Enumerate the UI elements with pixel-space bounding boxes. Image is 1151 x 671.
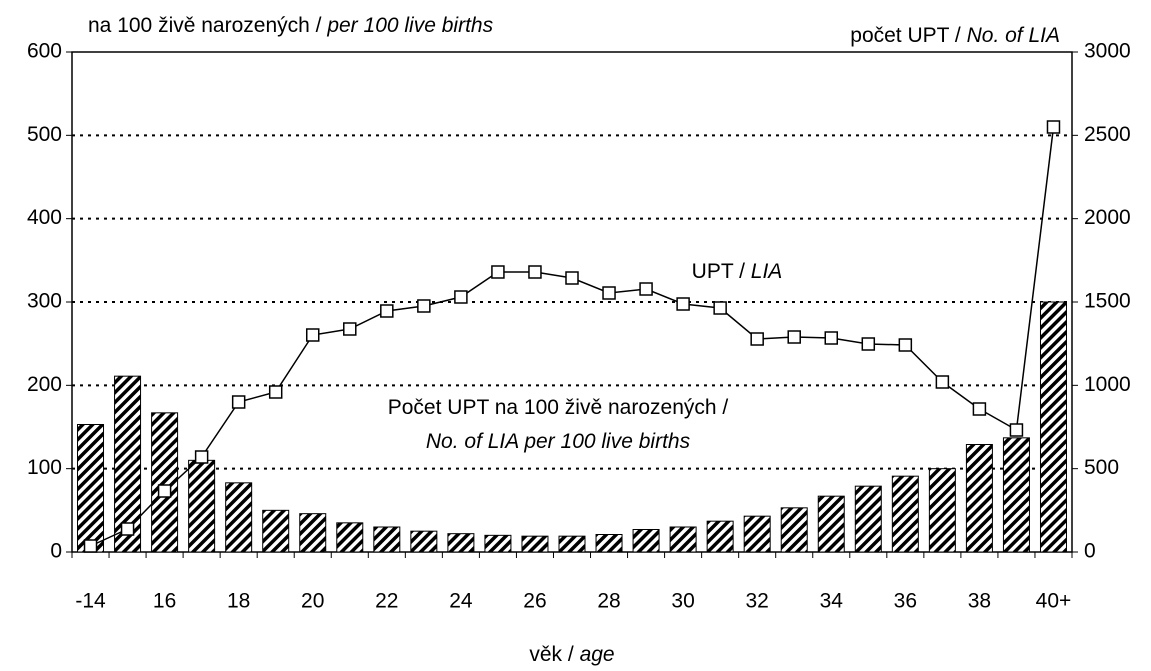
bar (780, 507, 808, 553)
line-marker (898, 338, 913, 352)
line-marker (491, 265, 505, 279)
bar (410, 530, 438, 553)
line-marker (343, 322, 357, 336)
line-marker (157, 484, 172, 498)
bar (891, 475, 919, 553)
bar (706, 520, 734, 553)
line-marker (305, 328, 320, 342)
y-tick-label: 300 (27, 290, 62, 313)
y2-tick-label: 1500 (1084, 290, 1131, 313)
bar (928, 468, 956, 553)
y-tick-label: 600 (27, 40, 62, 63)
line-marker (639, 282, 653, 296)
y2-tick-label: 0 (1084, 540, 1096, 563)
y-tick-label: 0 (50, 540, 62, 563)
line-marker (565, 271, 579, 285)
bar (595, 534, 623, 553)
bar (188, 459, 216, 553)
bar (817, 495, 845, 553)
bar (336, 522, 364, 553)
x-tick-label: 40+ (1036, 590, 1072, 613)
bar (373, 526, 401, 553)
bar (743, 515, 771, 553)
x-tick-label: 18 (227, 590, 250, 613)
x-tick-label: 30 (671, 590, 694, 613)
y-tick-label: 100 (27, 456, 62, 479)
x-tick-label: -14 (75, 590, 106, 613)
x-tick-label: 20 (301, 590, 324, 613)
line-marker (454, 290, 468, 304)
y2-tick-label: 1000 (1084, 373, 1131, 396)
line-marker (787, 330, 801, 344)
x-tick-label: 32 (746, 590, 769, 613)
x-tick-label: 16 (153, 590, 176, 613)
y2-axis-label: počet UPT / No. of LIA (850, 24, 1060, 47)
line-marker (713, 301, 727, 315)
bar (669, 526, 697, 553)
y-tick-label: 400 (27, 206, 62, 229)
y2-tick-label: 3000 (1084, 40, 1131, 63)
bar (1002, 437, 1030, 553)
line-marker (83, 539, 98, 553)
line-marker (935, 375, 950, 389)
line-marker (861, 337, 876, 351)
bar (521, 535, 549, 553)
y2-tick-label: 2000 (1084, 206, 1131, 229)
line-marker (1009, 423, 1024, 437)
bar (965, 444, 993, 553)
line-marker (676, 297, 690, 311)
bar (854, 485, 882, 553)
line-marker (972, 402, 987, 416)
y2-tick-label: 500 (1084, 456, 1119, 479)
bar (1039, 301, 1067, 553)
line-marker (824, 331, 839, 345)
x-tick-label: 36 (894, 590, 917, 613)
y-tick-label: 500 (27, 123, 62, 146)
line-marker (417, 299, 431, 313)
bar (484, 534, 512, 553)
bar (225, 482, 253, 553)
y-tick-label: 200 (27, 373, 62, 396)
line-marker (231, 395, 246, 409)
line-marker (602, 286, 616, 300)
line-marker (528, 265, 542, 279)
x-tick-label: 28 (597, 590, 620, 613)
bar (262, 509, 290, 553)
x-tick-label: 22 (375, 590, 398, 613)
bar (299, 513, 327, 553)
annotation: UPT / LIA (692, 260, 783, 283)
x-tick-label: 24 (449, 590, 473, 613)
bar (77, 424, 105, 553)
annotation: Počet UPT na 100 živě narozených / (388, 396, 729, 419)
line-marker (750, 332, 764, 346)
bar (558, 535, 586, 553)
bar (447, 533, 475, 553)
bar (632, 529, 660, 553)
x-tick-label: 34 (820, 590, 844, 613)
y2-tick-label: 2500 (1084, 123, 1131, 146)
line-marker (194, 450, 209, 464)
annotation: No. of LIA per 100 live births (426, 430, 691, 453)
line-marker (1046, 120, 1061, 134)
x-axis-label: věk / age (529, 643, 614, 666)
x-tick-label: 38 (968, 590, 991, 613)
plot: 0 100 200 300 400 500 600 0 500 1000 1500 2000 2500 3… (27, 40, 1131, 613)
line-marker (268, 385, 283, 399)
line-marker (380, 304, 394, 318)
y-axis-label: na 100 živě narozených / per 100 live bi… (88, 14, 494, 37)
x-tick-label: 26 (523, 590, 546, 613)
line-marker (120, 522, 135, 536)
